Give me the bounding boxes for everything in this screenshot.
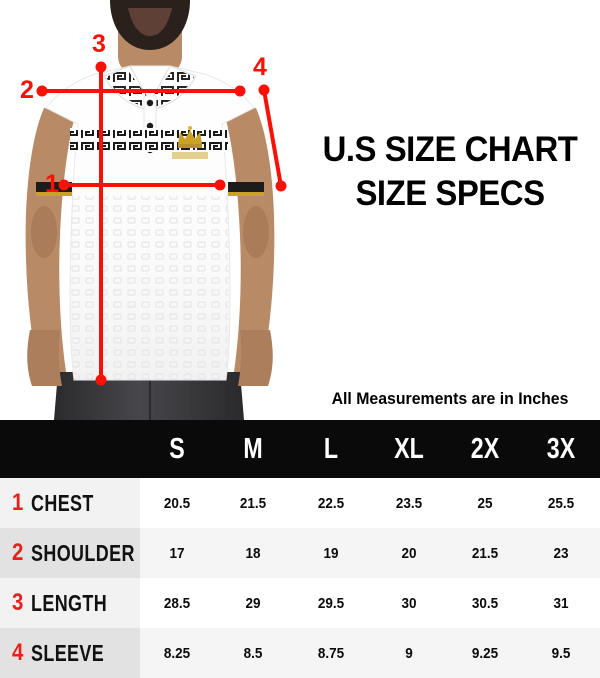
cell-shoulder-xl: 20 [401,544,417,562]
length-marker-number: 3 [92,30,106,58]
sleeve-marker-number: 4 [253,53,267,81]
cell-sleeve-3x: 9.5 [551,644,571,662]
measurement-label-chest: 1 CHEST [0,478,140,528]
cell-sleeve-l: 8.75 [317,644,345,662]
cell-sleeve-s: 8.25 [163,644,191,662]
size-header-m: M [243,432,263,465]
size-header-xl: XL [394,432,424,465]
table-row: 3 LENGTH 28.5 29 29.5 30 30.5 31 [0,578,600,628]
measurement-label-sleeve: 4 SLEEVE [0,628,140,678]
cell-length-3x: 31 [553,594,569,612]
row-number-sleeve: 4 [12,639,24,666]
cell-chest-xl: 23.5 [395,494,423,512]
shoulder-marker-number: 2 [20,76,34,104]
cell-chest-3x: 25.5 [547,494,575,512]
table-row: 2 SHOULDER 17 18 19 20 21.5 23 [0,528,600,578]
cell-chest-s: 20.5 [163,494,191,512]
units-note: All Measurements are in Inches [331,390,569,408]
chart-title-block: U.S SIZE CHART SIZE SPECS [300,128,600,216]
size-header-l: L [323,432,339,465]
cell-sleeve-m: 8.5 [243,644,263,662]
cell-length-s: 28.5 [163,594,191,612]
measurement-label-length: 3 LENGTH [0,578,140,628]
cell-length-2x: 30.5 [471,594,499,612]
table-header: S M L XL 2X 3X [0,420,600,478]
row-number-shoulder: 2 [12,539,24,566]
product-photo: 3 2 1 4 [0,0,300,420]
cell-shoulder-s: 17 [169,544,185,562]
measurement-label-shoulder: 2 SHOULDER [0,528,140,578]
table-header-row: S M L XL 2X 3X [0,420,600,478]
cell-shoulder-2x: 21.5 [471,544,499,562]
cell-length-m: 29 [245,594,261,612]
cell-shoulder-m: 18 [245,544,261,562]
cell-chest-m: 21.5 [239,494,267,512]
model-wearing-polo-illustration [0,0,300,420]
cell-sleeve-2x: 9.25 [471,644,499,662]
size-header-3x: 3X [546,432,576,465]
table-body: 1 CHEST 20.5 21.5 22.5 23.5 25 25.5 2 SHOU… [0,478,600,678]
cell-shoulder-l: 19 [323,544,339,562]
cell-chest-2x: 25 [477,494,493,512]
cell-length-xl: 30 [401,594,417,612]
cell-chest-l: 22.5 [317,494,345,512]
size-chart-table: S M L XL 2X 3X 1 CHEST 20.5 21.5 22.5 23.… [0,420,600,678]
row-label-length: LENGTH [31,589,108,616]
table-row: 1 CHEST 20.5 21.5 22.5 23.5 25 25.5 [0,478,600,528]
row-number-length: 3 [12,589,24,616]
row-label-chest: CHEST [31,489,95,516]
cell-length-l: 29.5 [317,594,345,612]
size-header-2x: 2X [470,432,500,465]
chest-marker-number: 1 [45,170,59,198]
table-corner-cell [14,420,126,478]
cell-sleeve-xl: 9 [405,644,413,662]
page-subtitle: SIZE SPECS [355,174,545,213]
cell-shoulder-3x: 23 [553,544,569,562]
size-header-s: S [169,432,185,465]
row-label-shoulder: SHOULDER [31,539,136,566]
row-label-sleeve: SLEEVE [31,639,105,666]
page-title: U.S SIZE CHART [322,130,578,169]
row-number-chest: 1 [12,489,24,516]
table-row: 4 SLEEVE 8.25 8.5 8.75 9 9.25 9.5 [0,628,600,678]
